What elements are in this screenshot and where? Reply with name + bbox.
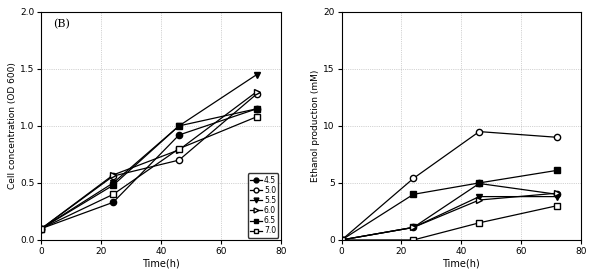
X-axis label: Time(h): Time(h) (443, 259, 480, 269)
Text: (B): (B) (54, 19, 70, 29)
Y-axis label: Ethanol production (mM): Ethanol production (mM) (311, 70, 321, 182)
Y-axis label: Cell concentration (OD 600): Cell concentration (OD 600) (8, 62, 17, 189)
X-axis label: Time(h): Time(h) (142, 259, 180, 269)
Legend: 4.5, 5.0, 5.5, 6.0, 6.5, 7.0: 4.5, 5.0, 5.5, 6.0, 6.5, 7.0 (248, 173, 278, 238)
